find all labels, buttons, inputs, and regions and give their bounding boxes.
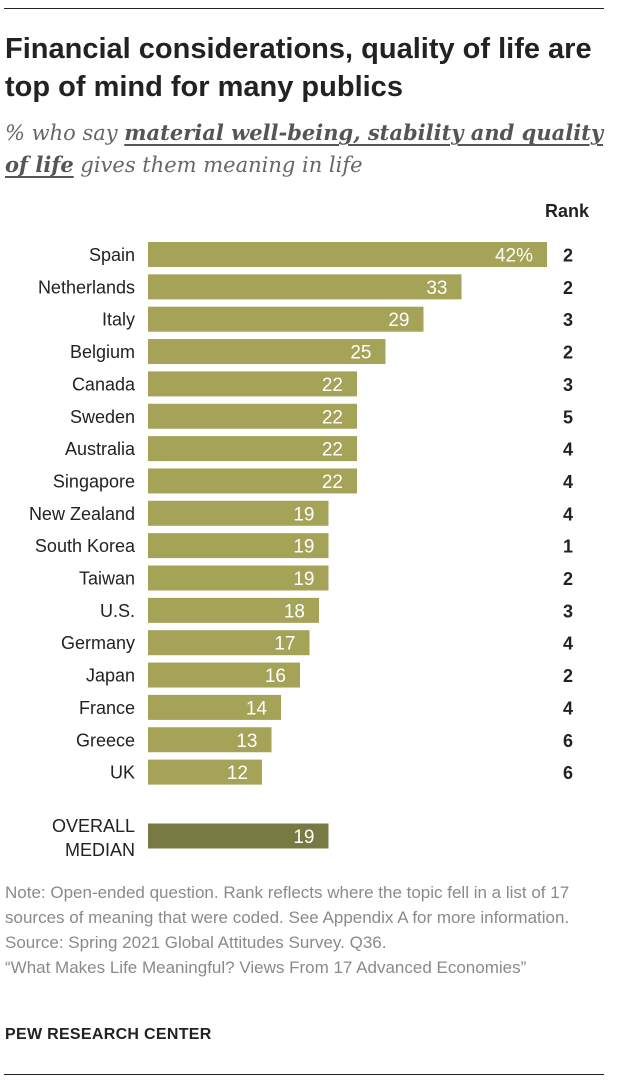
category-label: Japan [86, 666, 135, 686]
rank-value: 5 [563, 407, 573, 427]
category-label: New Zealand [29, 504, 135, 524]
bottom-rule [4, 1074, 604, 1075]
bar [148, 468, 357, 494]
rank-value: 1 [563, 537, 573, 557]
bar-value-label: 42% [495, 246, 533, 267]
subtitle-emphasis: material well-being, stability and quali… [5, 120, 604, 177]
category-label: Germany [61, 633, 135, 653]
chart-subtitle: % who say material well-being, stability… [5, 117, 605, 181]
bar-value-label: 22 [322, 407, 343, 428]
category-label: Netherlands [38, 277, 135, 297]
rank-value: 4 [563, 634, 573, 654]
rank-value: 6 [563, 731, 573, 751]
category-label: Singapore [53, 471, 135, 491]
bar [148, 403, 357, 429]
bar-value-label: 16 [265, 666, 286, 687]
bar-value-label: 19 [293, 504, 314, 525]
report-title: “What Makes Life Meaningful? Views From … [5, 958, 527, 977]
category-label: Italy [102, 310, 135, 330]
rank-value: 2 [563, 666, 573, 686]
category-label: South Korea [35, 536, 136, 556]
bar [148, 371, 357, 397]
chart-title: Financial considerations, quality of lif… [5, 33, 592, 103]
brand-logo-text: PEW RESEARCH CENTER [5, 1026, 212, 1043]
category-label: Spain [89, 245, 135, 265]
rank-value: 4 [563, 472, 573, 492]
bar-value-label: 19 [293, 569, 314, 590]
rank-value: 3 [563, 601, 573, 621]
bar [148, 694, 281, 720]
category-label: Canada [72, 374, 136, 394]
bar-value-label: 22 [322, 472, 343, 493]
rank-value: 2 [563, 246, 573, 266]
bar [148, 339, 386, 365]
category-label: Belgium [70, 342, 135, 362]
rank-value: 4 [563, 698, 573, 718]
bar-value-label: 22 [322, 375, 343, 396]
category-label: Sweden [70, 407, 135, 427]
bar [148, 662, 300, 688]
subtitle-prefix: % who say [5, 121, 125, 145]
category-label: Taiwan [79, 569, 135, 589]
bar [148, 500, 329, 526]
bar [148, 274, 462, 300]
bar [148, 727, 272, 753]
category-label: Greece [76, 730, 135, 750]
median-bar [148, 823, 329, 849]
bar [148, 306, 424, 332]
bar-value-label: 19 [293, 537, 314, 558]
category-label: U.S. [100, 601, 135, 621]
bar [148, 597, 319, 623]
rank-value: 2 [563, 343, 573, 363]
bar [148, 242, 547, 267]
bar-value-label: 18 [284, 601, 305, 622]
bar-value-label: 13 [236, 731, 257, 752]
bar [148, 759, 262, 785]
rank-value: 4 [563, 504, 573, 524]
bar [148, 436, 357, 462]
bar [148, 565, 329, 591]
bar-value-label: 33 [426, 278, 447, 299]
rank-value: 2 [563, 569, 573, 589]
bar-value-label: 14 [246, 698, 268, 719]
bar-value-label: 22 [322, 440, 343, 461]
rank-value: 4 [563, 440, 573, 460]
subtitle-suffix: gives them meaning in life [73, 153, 363, 177]
bar-value-label: 17 [274, 634, 295, 655]
median-value-label: 19 [293, 827, 314, 848]
bar-value-label: 25 [350, 343, 371, 364]
top-rule [4, 8, 604, 9]
source-text: Source: Spring 2021 Global Attitudes Sur… [5, 933, 387, 952]
median-label-line: MEDIAN [65, 840, 135, 860]
category-label: Australia [65, 439, 136, 459]
rank-value: 3 [563, 310, 573, 330]
note-text: Note: Open-ended question. Rank reflects… [5, 883, 570, 927]
rank-value: 2 [563, 278, 573, 298]
category-label: France [79, 698, 135, 718]
bar [148, 630, 310, 656]
rank-value: 3 [563, 375, 573, 395]
category-label: UK [110, 763, 135, 783]
bar-value-label: 29 [388, 310, 409, 331]
median-label-line: OVERALL [52, 816, 135, 836]
chart-notes: Note: Open-ended question. Rank reflects… [5, 880, 605, 980]
rank-column-header: Rank [544, 201, 589, 221]
bar [148, 533, 329, 559]
rank-value: 6 [563, 763, 573, 783]
bar-value-label: 12 [227, 763, 248, 784]
